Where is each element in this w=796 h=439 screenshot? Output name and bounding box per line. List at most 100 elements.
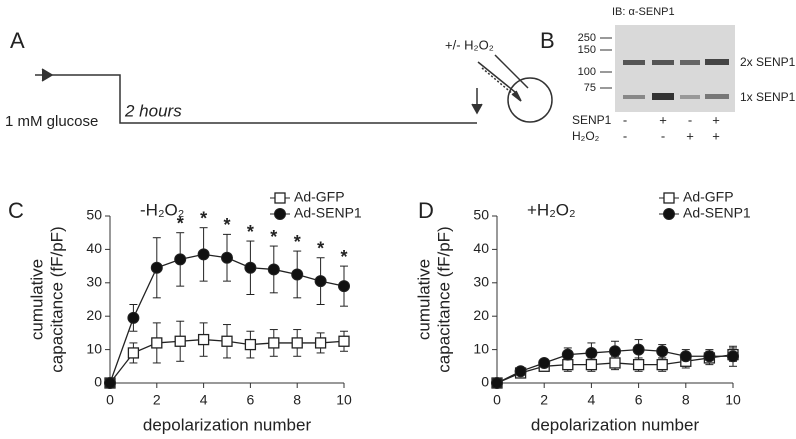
significance-mark: * xyxy=(317,239,324,259)
band-label: 2x SENP1 xyxy=(740,55,796,69)
chart-title: +H₂O₂ xyxy=(527,200,576,219)
marker xyxy=(221,251,233,264)
marker xyxy=(703,350,716,363)
x-tick-label: 10 xyxy=(725,392,741,408)
x-tick-label: 8 xyxy=(293,392,301,408)
y-tick-label: 30 xyxy=(473,274,489,290)
y-axis-label: capacitance (fF/pF) xyxy=(47,226,66,372)
blot-bands xyxy=(623,59,729,100)
marker xyxy=(104,377,116,389)
marker xyxy=(656,345,669,358)
panel-label: D xyxy=(418,198,434,223)
legend-label: Ad-GFP xyxy=(294,189,345,205)
significance-mark: * xyxy=(223,215,230,235)
marker xyxy=(314,275,327,288)
row-label: H₂O₂ xyxy=(572,129,600,143)
x-tick-label: 8 xyxy=(682,392,690,408)
marker xyxy=(174,253,187,266)
marker xyxy=(656,358,668,371)
legend-marker xyxy=(663,208,675,220)
marker xyxy=(221,335,233,347)
significance-mark: * xyxy=(177,213,184,233)
marker-label: 100 xyxy=(578,66,596,78)
marker xyxy=(562,358,574,371)
x-tick-label: 10 xyxy=(336,392,352,408)
panel-label: B xyxy=(540,28,555,53)
legend-label: Ad-SENP1 xyxy=(683,205,751,221)
panel-label: C xyxy=(8,198,24,223)
x-tick-label: 6 xyxy=(247,392,255,408)
y-tick-label: 10 xyxy=(86,340,102,356)
marker xyxy=(338,280,350,293)
sign: + xyxy=(659,112,667,127)
protocol-treatment: +/- H₂O₂ xyxy=(445,37,494,52)
legend-marker xyxy=(274,208,286,220)
marker xyxy=(150,261,163,274)
marker xyxy=(291,337,303,349)
y-axis-label: cumulative xyxy=(27,259,46,340)
marker xyxy=(632,343,645,356)
y-tick-label: 40 xyxy=(86,240,102,256)
row-label: SENP1 xyxy=(572,113,612,127)
marker-label: 75 xyxy=(584,82,596,94)
marker xyxy=(127,311,140,324)
marker xyxy=(609,345,621,358)
y-tick-label: 0 xyxy=(481,374,489,390)
sign: + xyxy=(686,128,694,143)
x-tick-label: 2 xyxy=(153,392,161,408)
sign: - xyxy=(661,128,665,143)
marker xyxy=(244,261,257,274)
blot-title: IB: α-SENP1 xyxy=(612,6,675,18)
y-axis-label: cumulative xyxy=(414,259,433,340)
y-tick-label: 0 xyxy=(94,374,102,390)
panel-label: A xyxy=(10,28,25,53)
marker xyxy=(491,377,503,389)
legend-label: Ad-GFP xyxy=(683,189,734,205)
marker xyxy=(609,357,621,369)
x-axis-label: depolarization number xyxy=(531,415,700,434)
marker xyxy=(268,337,280,349)
y-axis-label: capacitance (fF/pF) xyxy=(434,226,453,372)
marker xyxy=(538,356,551,369)
marker xyxy=(514,365,527,378)
significance-mark: * xyxy=(294,232,301,252)
marker xyxy=(244,338,257,351)
y-tick-label: 40 xyxy=(473,240,489,256)
sign: - xyxy=(623,112,627,127)
significance-mark: * xyxy=(270,227,277,247)
x-tick-label: 2 xyxy=(540,392,548,408)
y-tick-label: 20 xyxy=(473,307,489,323)
marker xyxy=(151,337,163,349)
sign: - xyxy=(623,128,627,143)
marker xyxy=(632,358,645,371)
sign: - xyxy=(688,112,692,127)
y-tick-label: 20 xyxy=(86,307,102,323)
sign: + xyxy=(712,128,720,143)
marker xyxy=(727,350,739,363)
marker xyxy=(127,347,140,359)
legend-marker xyxy=(274,192,286,204)
marker xyxy=(174,335,186,347)
x-tick-label: 4 xyxy=(588,392,596,408)
legend-marker xyxy=(663,192,675,204)
marker xyxy=(197,248,210,261)
marker-label: 150 xyxy=(578,44,596,56)
sign: + xyxy=(712,112,720,127)
marker xyxy=(314,337,327,349)
y-tick-label: 50 xyxy=(86,207,102,223)
significance-mark: * xyxy=(200,208,207,228)
x-tick-label: 4 xyxy=(200,392,208,408)
y-tick-label: 50 xyxy=(473,207,489,223)
protocol-duration: 2 hours xyxy=(124,101,182,120)
marker xyxy=(679,350,692,363)
protocol-start: 1 mM glucose xyxy=(5,113,98,130)
marker-label: 250 xyxy=(578,32,596,44)
significance-mark: * xyxy=(247,222,254,242)
marker xyxy=(291,268,304,281)
x-axis-label: depolarization number xyxy=(143,415,312,434)
marker xyxy=(561,348,574,361)
legend-label: Ad-SENP1 xyxy=(294,205,362,221)
marker xyxy=(267,263,280,276)
x-tick-label: 6 xyxy=(635,392,643,408)
